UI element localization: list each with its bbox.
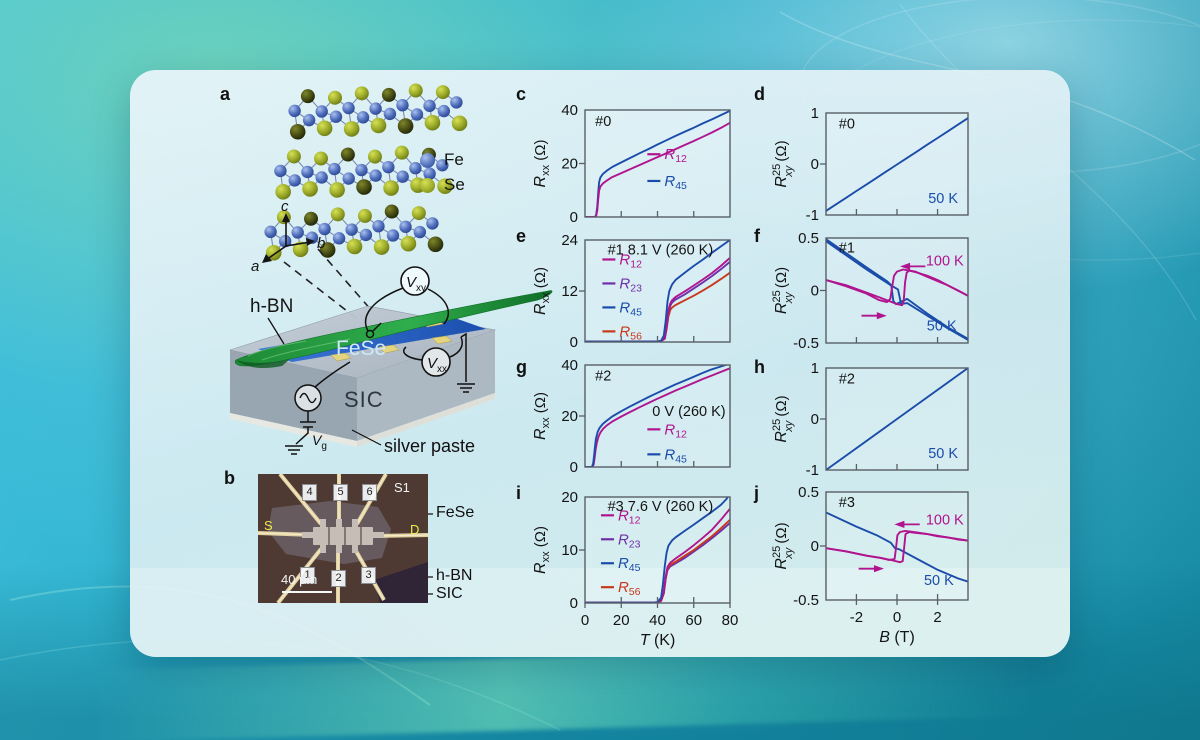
panel-letter-e: e [516,226,527,246]
electrode-2: 2 [331,570,346,587]
panel-letter-c: c [516,84,527,104]
fe-label: Fe [444,150,464,169]
legend-fe: Fe [420,150,464,170]
panel-letter-f: f [754,226,760,246]
electrode-5: 5 [333,484,348,501]
photo-sic-label: SIC [436,585,463,602]
scale-bar [282,591,332,593]
panel-letter-g: g [516,357,527,377]
drain-label: D [410,522,420,537]
photo-hbn-label: h-BN [436,567,473,584]
photo-fese-label: FeSe [436,504,475,521]
scale-bar-text: 40 μm [281,572,318,587]
panel-letter-d: d [754,84,765,104]
sic-region [374,562,428,603]
source-label: S [264,518,273,533]
panel-letter-h: h [754,357,765,377]
sample-id: S1 [394,480,410,495]
panel-letter-b: b [224,468,235,488]
panel-letter-j: j [754,483,760,503]
electrode-4: 4 [302,484,317,501]
device-micrograph: 4 5 6 1 2 3 S D S1 40 μm [258,474,428,603]
electrode-3: 3 [361,567,376,584]
hall-bar [302,519,384,553]
se-atom-icon [420,177,435,193]
se-label: Se [444,175,465,194]
legend-se: Se [420,175,465,195]
electrode-1: 1 [300,567,315,584]
panel-letter-a: a [220,84,231,104]
panel-letter-i: i [516,483,522,503]
fe-atom-icon [420,152,435,168]
electrode-6: 6 [362,484,377,501]
